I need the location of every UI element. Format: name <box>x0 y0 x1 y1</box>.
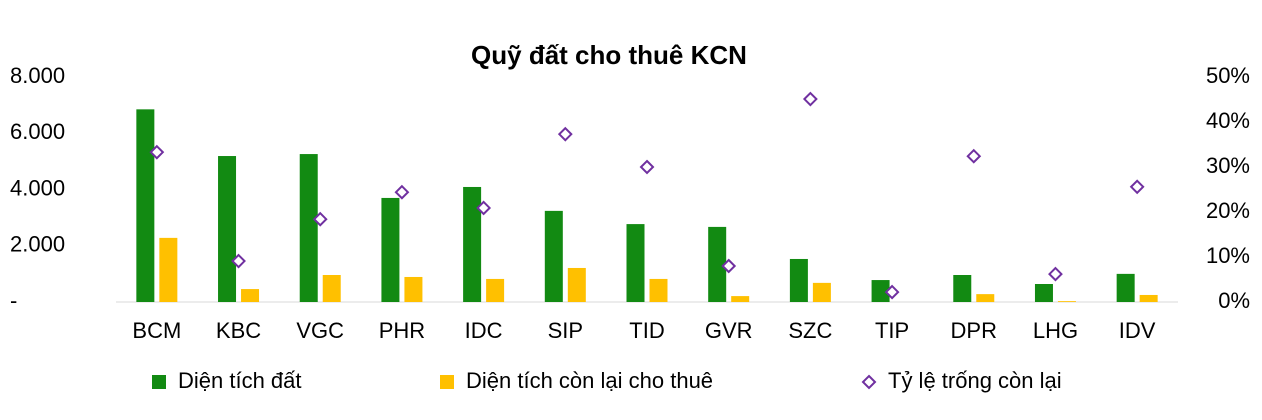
y-tick-label: 4.000 <box>10 175 65 200</box>
legend-swatch <box>440 375 454 389</box>
bar <box>1116 273 1135 302</box>
bar <box>159 237 178 302</box>
bar <box>463 186 482 302</box>
bar <box>218 156 237 302</box>
legend-label: Tỷ lệ trống còn lại <box>888 368 1062 393</box>
x-tick-label: PHR <box>379 318 425 343</box>
y2-tick-label: 20% <box>1206 198 1250 223</box>
diamond-marker <box>721 258 737 274</box>
bar <box>567 267 586 302</box>
bar <box>544 210 563 302</box>
bar <box>381 197 400 302</box>
y2-tick-label: 40% <box>1206 108 1250 133</box>
bar <box>626 224 645 302</box>
diamond-marker <box>802 91 818 107</box>
bar <box>953 275 972 302</box>
legend-swatch <box>861 374 877 390</box>
bar <box>322 275 341 302</box>
diamond-marker <box>1129 179 1145 195</box>
x-tick-label: LHG <box>1033 318 1078 343</box>
diamond-marker <box>557 126 573 142</box>
diamond-marker <box>231 253 246 269</box>
diamond-marker <box>476 200 492 216</box>
y2-tick-label: 0% <box>1218 288 1250 313</box>
diamond-marker <box>884 284 900 300</box>
bar <box>404 276 423 302</box>
x-tick-label: SIP <box>548 318 583 343</box>
legend-swatch <box>152 375 166 389</box>
y2-tick-label: 50% <box>1206 63 1250 88</box>
bar <box>136 109 155 302</box>
bar <box>871 280 890 302</box>
y2-tick-label: 30% <box>1206 153 1250 178</box>
y-tick-label: 6.000 <box>10 119 65 144</box>
x-tick-label: TIP <box>875 318 909 343</box>
legend-label: Diện tích đất <box>178 368 302 393</box>
x-tick-label: DPR <box>951 318 997 343</box>
bar <box>708 226 727 302</box>
x-tick-label: TID <box>629 318 664 343</box>
bar <box>812 282 831 302</box>
x-tick-label: IDV <box>1119 318 1156 343</box>
bar <box>1139 294 1158 302</box>
chart-title: Quỹ đất cho thuê KCN <box>471 40 747 70</box>
bar <box>486 278 505 302</box>
x-tick-label: GVR <box>705 318 753 343</box>
legend-label: Diện tích còn lại cho thuê <box>466 368 713 393</box>
bar <box>731 296 750 302</box>
diamond-marker <box>149 144 165 160</box>
diamond-marker <box>394 184 410 200</box>
x-tick-label: IDC <box>465 318 503 343</box>
y-tick-label: 8.000 <box>10 63 65 88</box>
y-tick-label: - <box>10 288 17 313</box>
bar <box>241 289 260 302</box>
x-tick-label: SZC <box>788 318 832 343</box>
x-tick-label: VGC <box>296 318 344 343</box>
x-tick-label: BCM <box>132 318 181 343</box>
diamond-marker <box>312 211 328 227</box>
diamond-marker <box>966 148 982 164</box>
bar <box>649 278 668 302</box>
bar <box>789 258 808 302</box>
bar <box>1034 284 1053 302</box>
x-tick-label: KBC <box>216 318 261 343</box>
y-tick-label: 2.000 <box>10 232 65 257</box>
diamond-marker <box>1048 266 1063 282</box>
bar <box>1057 301 1076 302</box>
y2-tick-label: 10% <box>1206 243 1250 268</box>
diamond-marker <box>639 159 655 175</box>
bar <box>976 294 995 302</box>
bar <box>299 154 318 302</box>
